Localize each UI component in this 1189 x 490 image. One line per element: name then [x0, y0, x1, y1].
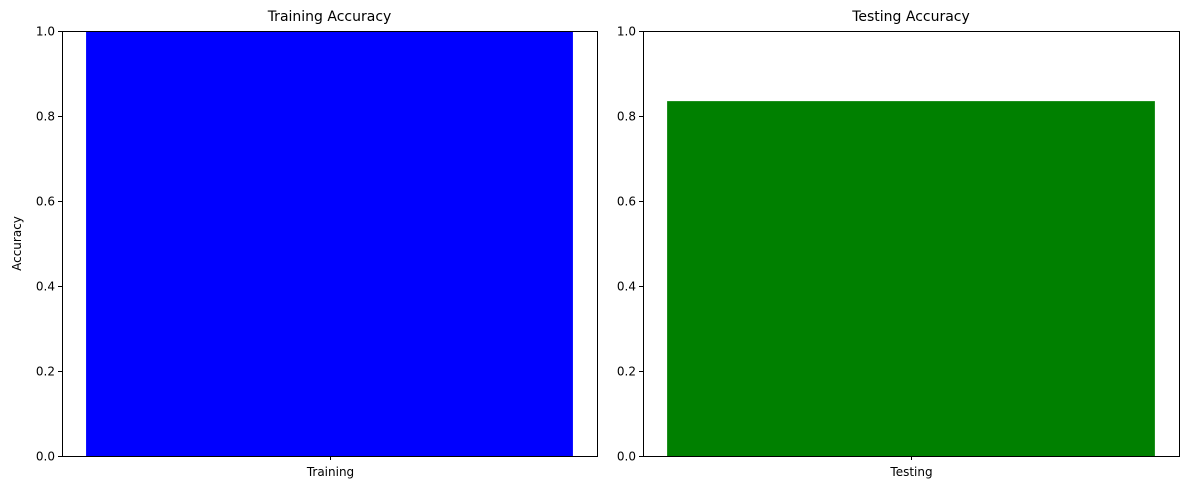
y-tick-label: 0.2 [36, 365, 55, 379]
x-tick-label: Training [306, 465, 354, 479]
x-tick-label: Testing [889, 465, 932, 479]
y-tick-label: 0.8 [36, 110, 55, 124]
y-tick-label: 0.0 [36, 450, 55, 464]
y-tick-label: 1.0 [617, 25, 636, 39]
y-ticks: 0.0 0.2 0.4 0.6 0.8 1.0 [617, 25, 643, 464]
y-tick-label: 0.0 [617, 450, 636, 464]
bars [86, 31, 573, 456]
bar-training [86, 31, 573, 456]
testing-accuracy-panel: Testing Accuracy 0.0 0.2 0.4 0.6 0.8 1.0 Test… [617, 9, 1180, 479]
y-axis-label: Accuracy [10, 216, 24, 271]
y-tick-label: 0.6 [617, 195, 636, 209]
axes-frame [62, 31, 598, 457]
y-ticks: 0.0 0.2 0.4 0.6 0.8 1.0 [36, 25, 62, 464]
chart-title: Testing Accuracy [851, 9, 970, 25]
y-tick-label: 0.8 [617, 110, 636, 124]
bars [667, 101, 1155, 456]
training-accuracy-panel: Training Accuracy Accuracy 0.00.20.40.60… [10, 9, 598, 479]
bar-testing [667, 101, 1155, 456]
y-tick-label: 0.6 [36, 195, 55, 209]
y-tick-label: 0.2 [617, 365, 636, 379]
y-tick-label: 0.4 [36, 280, 55, 294]
chart-title: Training Accuracy [267, 9, 392, 25]
y-tick-label: 1.0 [36, 25, 55, 39]
y-tick-label: 0.4 [617, 280, 636, 294]
axes-frame [643, 31, 1180, 457]
